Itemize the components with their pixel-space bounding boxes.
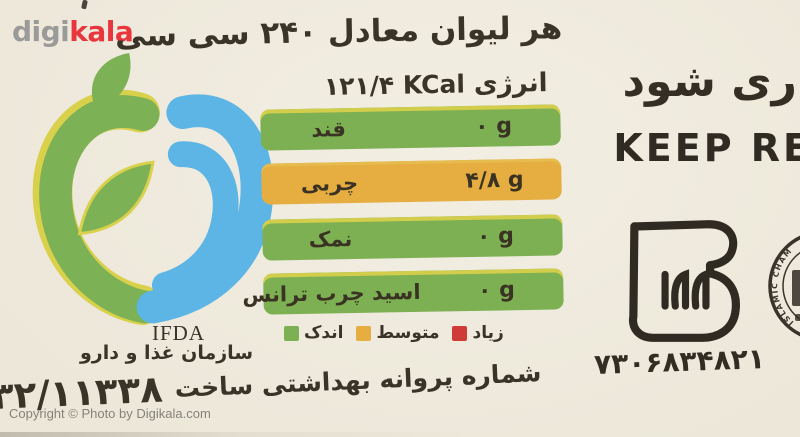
nutrient-value: ۰ g bbox=[476, 223, 515, 249]
ifda-acronym: IFDA bbox=[152, 321, 206, 345]
energy-label: انرژی bbox=[474, 68, 549, 100]
isiri-standard-logo-icon bbox=[628, 220, 740, 342]
copyright-watermark: Copyright © Photo by Digikala.com bbox=[9, 406, 211, 421]
serving-size-text: هر لیوان معادل ۲۴۰ سی سی bbox=[114, 10, 563, 54]
nutrient-name: نمک bbox=[308, 226, 353, 252]
nutrient-name: چربی bbox=[300, 170, 359, 196]
print-mark bbox=[81, 0, 88, 10]
nutrition-bars: قند ۰ g چربی ۴/۸ g نمک ۰ g اسید چرب تران… bbox=[242, 104, 564, 315]
islamic-chamber-stamp-icon: ISLAMIC CHAMBER bbox=[762, 222, 800, 337]
energy-row: انرژی ۱۲۱/۴ KCal bbox=[324, 68, 548, 102]
nutrient-value: ۴/۸ g bbox=[465, 167, 524, 194]
traffic-light-legend: اندک متوسط زیاد bbox=[284, 323, 517, 343]
nutrition-row-salt: نمک ۰ g bbox=[262, 214, 563, 261]
ifda-org-name: سازمان غذا و دارو bbox=[80, 342, 254, 364]
legend-low-label: اندک bbox=[304, 323, 344, 343]
keep-refrigerated-farsi-fragment: اری شود bbox=[622, 56, 800, 107]
nutrient-value: ۰ g bbox=[474, 113, 513, 139]
legend-medium-swatch bbox=[356, 325, 372, 341]
nutrition-row-fat: چربی ۴/۸ g bbox=[261, 158, 562, 205]
standard-number: ۷۳۰۶۸۳۴۸۲۱ bbox=[593, 342, 766, 381]
nutrient-value: ۰ g bbox=[477, 277, 516, 303]
ifda-apple-logo-icon bbox=[32, 53, 274, 325]
digikala-logo-digi: digi bbox=[12, 15, 70, 48]
keep-refrigerated-english-fragment: KEEP RE bbox=[613, 126, 800, 170]
license-label: شماره پروانه بهداشتی ساخت bbox=[174, 358, 543, 403]
legend-low-swatch bbox=[284, 325, 299, 341]
svg-text:ISLAMIC CHAMBER: ISLAMIC CHAMBER bbox=[762, 222, 795, 327]
package-edge-shadow bbox=[0, 432, 800, 437]
stamp-rim-text: ISLAMIC CHAMBER bbox=[762, 222, 794, 327]
legend-high-label: زیاد bbox=[472, 323, 504, 343]
nutrient-name: اسید چرب ترانس bbox=[242, 279, 421, 307]
nutrient-name: قند bbox=[311, 116, 347, 142]
nutrition-row-sugar: قند ۰ g bbox=[260, 104, 561, 151]
energy-value: ۱۲۱/۴ KCal bbox=[324, 69, 466, 101]
digikala-logo-kala: kala bbox=[69, 15, 134, 48]
digikala-logo: digikala bbox=[12, 15, 134, 48]
legend-high-swatch bbox=[452, 325, 468, 341]
nutrition-row-trans-fat: اسید چرب ترانس ۰ g bbox=[242, 268, 564, 315]
legend-medium-label: متوسط bbox=[376, 323, 440, 343]
